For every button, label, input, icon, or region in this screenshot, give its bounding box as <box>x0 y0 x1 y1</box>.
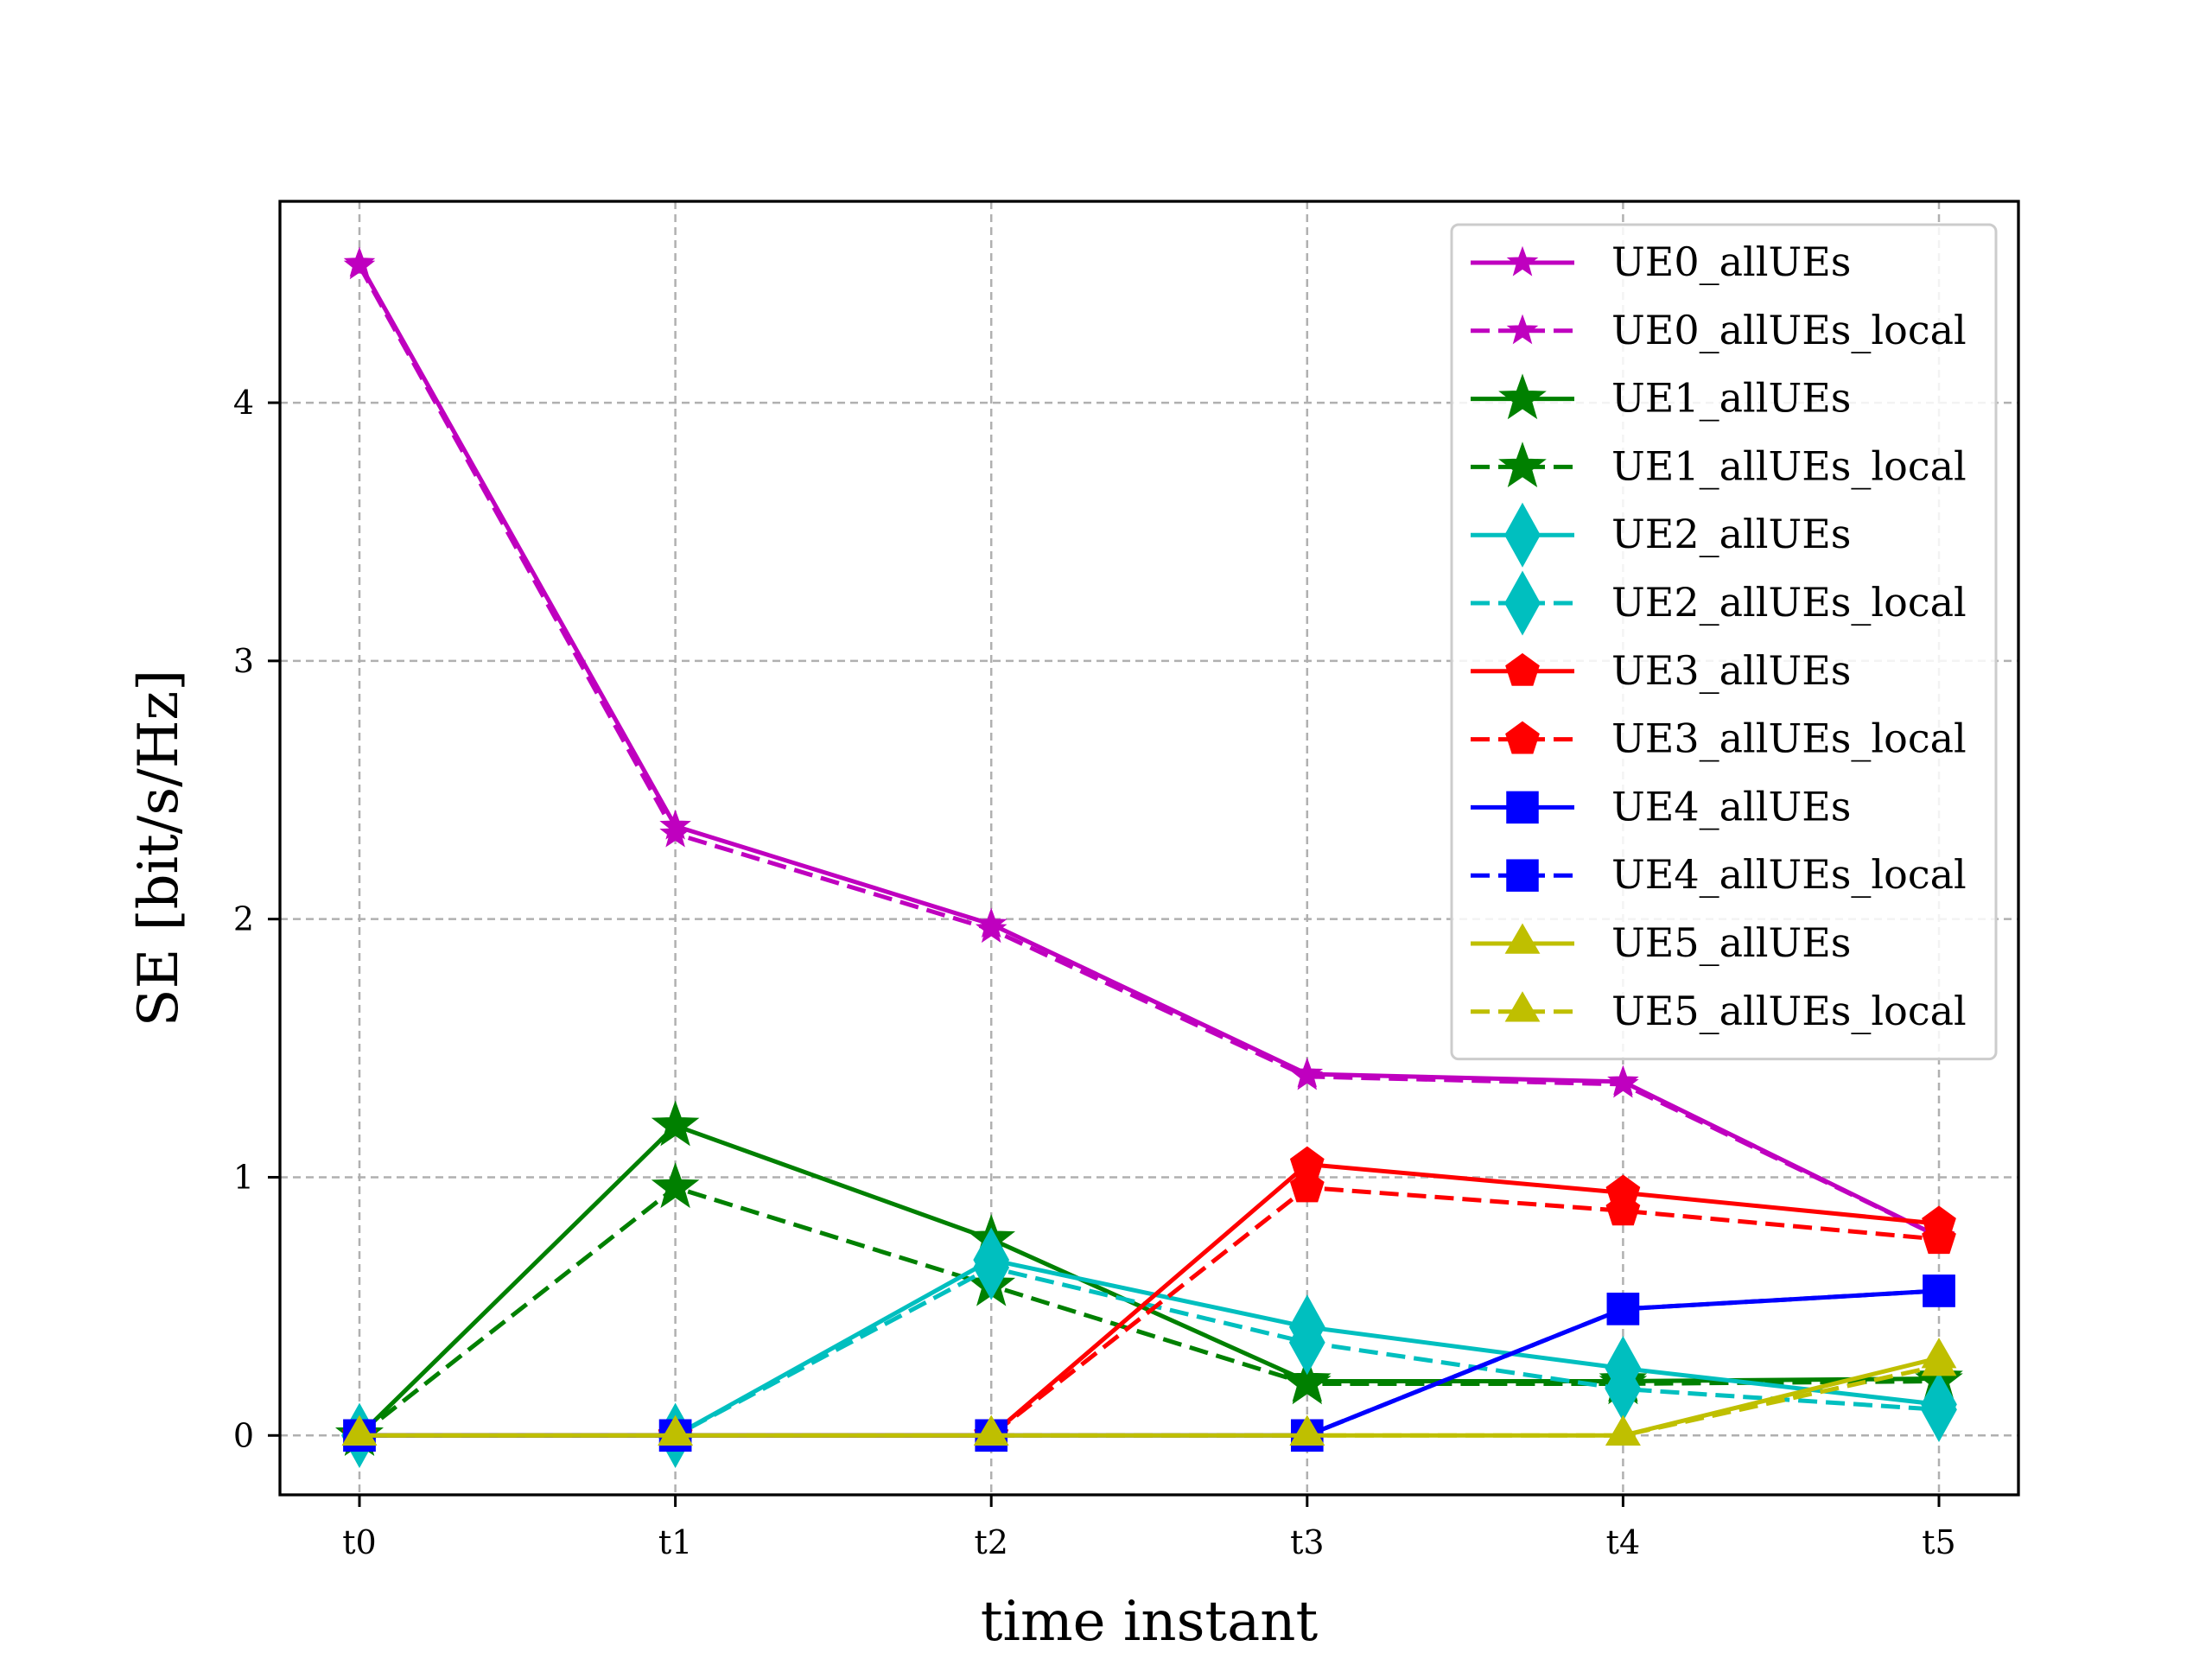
plot-frame <box>278 200 2020 1497</box>
y-tick-label: 1 <box>233 1158 254 1196</box>
legend-marker-UE2_allUEs <box>1504 502 1541 568</box>
legend: UE0_allUEs UE0_allUEs_local UE1_allUEs UE1_… <box>1450 223 1998 1061</box>
legend-marker-UE1_allUEs_local <box>1498 442 1547 487</box>
legend-frame <box>1450 223 1998 1061</box>
legend-marker-UE4_allUEs_local <box>1506 859 1539 892</box>
x-tick-label: t1 <box>658 1523 692 1561</box>
legend-marker-UE2_allUEs_local <box>1504 570 1541 636</box>
legend-label-UE3_allUEs_local: UE3_allUEs_local <box>1611 715 1967 762</box>
legend-label-UE4_allUEs_local: UE4_allUEs_local <box>1611 851 1967 898</box>
data-point-UE1_allUEs_local-t1 <box>651 1162 700 1209</box>
data-point-UE1_allUEs-t1 <box>651 1100 700 1147</box>
data-point-UE0_allUEs_local-t2 <box>975 912 1007 944</box>
x-tick-label: t3 <box>1290 1523 1324 1561</box>
legend-marker-UE3_allUEs_local <box>1505 721 1540 754</box>
legend-marker-UE1_allUEs <box>1498 373 1547 420</box>
legend-label-UE5_allUEs_local: UE5_allUEs_local <box>1611 988 1967 1034</box>
series-line-UE5_allUEs_local <box>359 1363 1940 1438</box>
y-tick-label: 0 <box>233 1416 254 1454</box>
y-tick-label: 3 <box>233 642 254 680</box>
data-point-UE3_allUEs_local-t4 <box>1605 1192 1641 1226</box>
y-tick-label: 2 <box>233 900 254 938</box>
data-point-UE5_allUEs_local-t1 <box>658 1414 694 1446</box>
legend-label-UE4_allUEs: UE4_allUEs <box>1611 783 1851 830</box>
data-point-UE0_allUEs_local-t0 <box>343 249 376 280</box>
x-axis-label: time instant <box>981 1590 1319 1654</box>
series-layer <box>335 246 1963 1468</box>
data-point-UE1_allUEs_local-t3 <box>1282 1358 1332 1405</box>
x-tick-label: t5 <box>1922 1523 1955 1561</box>
data-point-UE3_allUEs_local-t5 <box>1922 1221 1956 1255</box>
x-tick-label: t2 <box>974 1523 1007 1561</box>
data-point-UE4_allUEs_local-t5 <box>1923 1274 1955 1307</box>
data-point-UE2_allUEs_local-t3 <box>1288 1310 1325 1376</box>
data-point-UE5_allUEs_local-t4 <box>1605 1414 1641 1446</box>
data-point-UE0_allUEs_local-t3 <box>1291 1059 1324 1090</box>
legend-marker-UE0_allUEs_local <box>1506 314 1539 345</box>
series-line-UE0_allUEs_local <box>357 264 1941 1239</box>
y-axis-label: SE [bit/s/Hz] <box>127 670 191 1027</box>
legend-label-UE3_allUEs: UE3_allUEs <box>1611 647 1851 694</box>
data-point-UE3_allUEs_local-t3 <box>1289 1169 1325 1203</box>
legend-label-UE5_allUEs: UE5_allUEs <box>1611 919 1851 966</box>
data-point-UE2_allUEs_local-t5 <box>1921 1376 1957 1442</box>
y-tick-label: 4 <box>233 384 254 422</box>
legend-marker-UE0_allUEs <box>1506 245 1539 276</box>
series-UE5_allUEs_local <box>341 1345 1957 1446</box>
x-tick-label: t4 <box>1606 1523 1640 1561</box>
data-point-UE2_allUEs_local-t2 <box>973 1235 1010 1300</box>
legend-label-UE2_allUEs_local: UE2_allUEs_local <box>1611 579 1967 626</box>
legend-label-UE0_allUEs_local: UE0_allUEs_local <box>1611 307 1967 353</box>
legend-marker-UE5_allUEs_local <box>1504 991 1541 1022</box>
data-point-UE5_allUEs_local-t2 <box>973 1414 1009 1446</box>
legend-label-UE0_allUEs: UE0_allUEs <box>1611 238 1851 285</box>
data-point-UE4_allUEs_local-t4 <box>1606 1293 1640 1325</box>
legend-marker-UE3_allUEs <box>1505 652 1540 686</box>
series-line-UE1_allUEs_local <box>358 1185 1940 1438</box>
legend-marker-UE5_allUEs <box>1504 923 1541 954</box>
legend-label-UE1_allUEs: UE1_allUEs <box>1611 375 1851 422</box>
data-point-UE0_allUEs_local-t4 <box>1607 1067 1639 1098</box>
legend-marker-UE4_allUEs <box>1506 791 1539 824</box>
data-point-UE5_allUEs_local-t0 <box>341 1414 378 1446</box>
legend-label-UE1_allUEs_local: UE1_allUEs_local <box>1611 442 1967 489</box>
legend-label-UE2_allUEs: UE2_allUEs <box>1611 511 1851 557</box>
axis-ticks: t0 t1 t2 t3 t4 t5 0 1 2 3 4 <box>233 384 1956 1561</box>
data-point-UE0_allUEs_local-t1 <box>659 817 691 848</box>
data-point-UE5_allUEs_local-t3 <box>1289 1414 1325 1446</box>
data-point-UE5_allUEs_local-t5 <box>1921 1345 1957 1376</box>
x-tick-label: t0 <box>342 1523 376 1561</box>
